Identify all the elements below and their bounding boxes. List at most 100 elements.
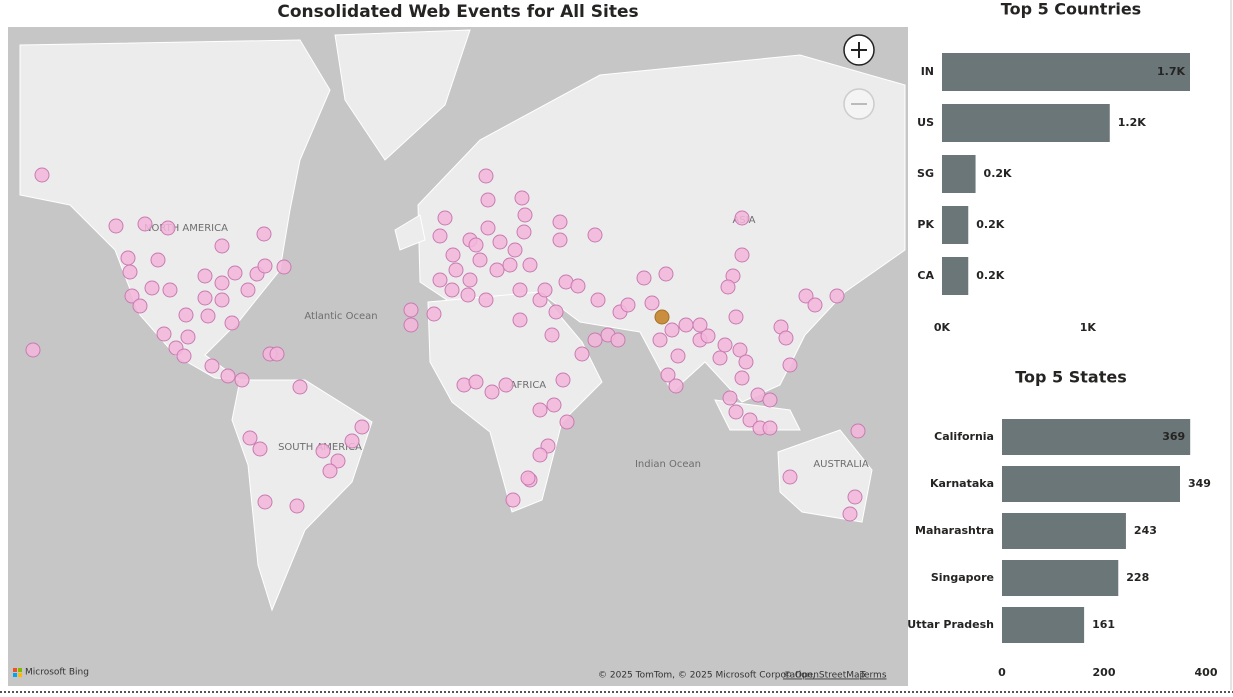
zoom-in-icon[interactable] — [851, 42, 867, 58]
location-point — [480, 220, 496, 236]
location-point — [610, 332, 626, 348]
location-point — [668, 378, 684, 394]
location-point — [150, 252, 166, 268]
location-point — [798, 288, 814, 304]
location-point — [257, 494, 273, 510]
data-label: 1.7K — [1157, 65, 1185, 78]
location-point — [658, 266, 674, 282]
category-label: CA — [917, 269, 934, 282]
location-point — [34, 167, 50, 183]
logo-square — [13, 668, 17, 672]
location-point — [160, 220, 176, 236]
location-point — [484, 384, 500, 400]
map-osm-link[interactable]: © OpenStreetMap — [783, 671, 866, 681]
location-point — [472, 252, 488, 268]
location-point — [732, 342, 748, 358]
location-point — [587, 332, 603, 348]
location-point — [492, 234, 508, 250]
location-point — [269, 346, 285, 362]
map-label: AFRICA — [510, 380, 546, 391]
location-point — [403, 302, 419, 318]
location-point — [144, 280, 160, 296]
location-point — [197, 290, 213, 306]
category-label: Maharashtra — [915, 524, 994, 537]
location-point — [514, 190, 530, 206]
data-label: 349 — [1188, 477, 1211, 490]
logo-square — [13, 673, 17, 677]
bar — [1002, 513, 1126, 549]
location-point — [520, 470, 536, 486]
location-point — [537, 282, 553, 298]
location-point — [717, 337, 733, 353]
logo-square — [18, 668, 22, 672]
map-label: Atlantic Ocean — [304, 311, 377, 322]
bar — [1002, 466, 1180, 502]
location-point — [505, 492, 521, 508]
bar — [942, 53, 1190, 91]
location-point — [762, 392, 778, 408]
bar — [942, 155, 976, 193]
category-label: Singapore — [931, 571, 994, 584]
location-point — [432, 228, 448, 244]
data-label: 228 — [1126, 571, 1149, 584]
category-label: US — [917, 116, 934, 129]
data-label: 1.2K — [1118, 116, 1146, 129]
location-point — [220, 368, 236, 384]
location-point — [242, 430, 258, 446]
location-point — [25, 342, 41, 358]
location-point — [480, 192, 496, 208]
data-label: 0.2K — [976, 269, 1004, 282]
bar — [1002, 560, 1119, 596]
location-point — [257, 258, 273, 274]
location-point — [214, 292, 230, 308]
location-point — [722, 390, 738, 406]
location-point — [354, 419, 370, 435]
category-label: IN — [921, 65, 934, 78]
location-point — [738, 354, 754, 370]
location-point — [678, 317, 694, 333]
x-tick-label: 0K — [934, 321, 951, 334]
location-point — [782, 469, 798, 485]
map-label: NORTH AMERICA — [144, 223, 228, 234]
location-point — [829, 288, 845, 304]
location-point — [197, 268, 213, 284]
location-point — [460, 287, 476, 303]
location-point — [162, 282, 178, 298]
location-point — [522, 257, 538, 273]
location-point — [448, 262, 464, 278]
location-point — [180, 329, 196, 345]
location-point — [507, 242, 523, 258]
location-point — [700, 328, 716, 344]
location-point — [462, 272, 478, 288]
location-point — [200, 308, 216, 324]
location-point — [432, 272, 448, 288]
location-point — [444, 282, 460, 298]
bar — [942, 206, 969, 244]
location-point — [224, 315, 240, 331]
location-point — [552, 232, 568, 248]
location-point — [445, 247, 461, 263]
location-point — [734, 210, 750, 226]
location-point — [552, 214, 568, 230]
category-label: PK — [917, 218, 934, 231]
bar — [1002, 607, 1085, 643]
location-point — [692, 317, 708, 333]
location-point — [670, 348, 686, 364]
location-point — [292, 379, 308, 395]
location-point — [214, 238, 230, 254]
location-point — [120, 250, 136, 266]
location-point — [437, 210, 453, 226]
location-point — [782, 357, 798, 373]
location-point — [276, 259, 292, 275]
location-point — [322, 463, 338, 479]
location-point — [512, 282, 528, 298]
data-label: 243 — [1134, 524, 1157, 537]
location-point — [742, 412, 758, 428]
location-point — [720, 279, 736, 295]
category-label: Uttar Pradesh — [907, 618, 994, 631]
bar — [942, 257, 969, 295]
x-tick-label: 200 — [1093, 666, 1116, 679]
map-terms-link[interactable]: Terms — [859, 671, 887, 681]
location-point — [330, 453, 346, 469]
